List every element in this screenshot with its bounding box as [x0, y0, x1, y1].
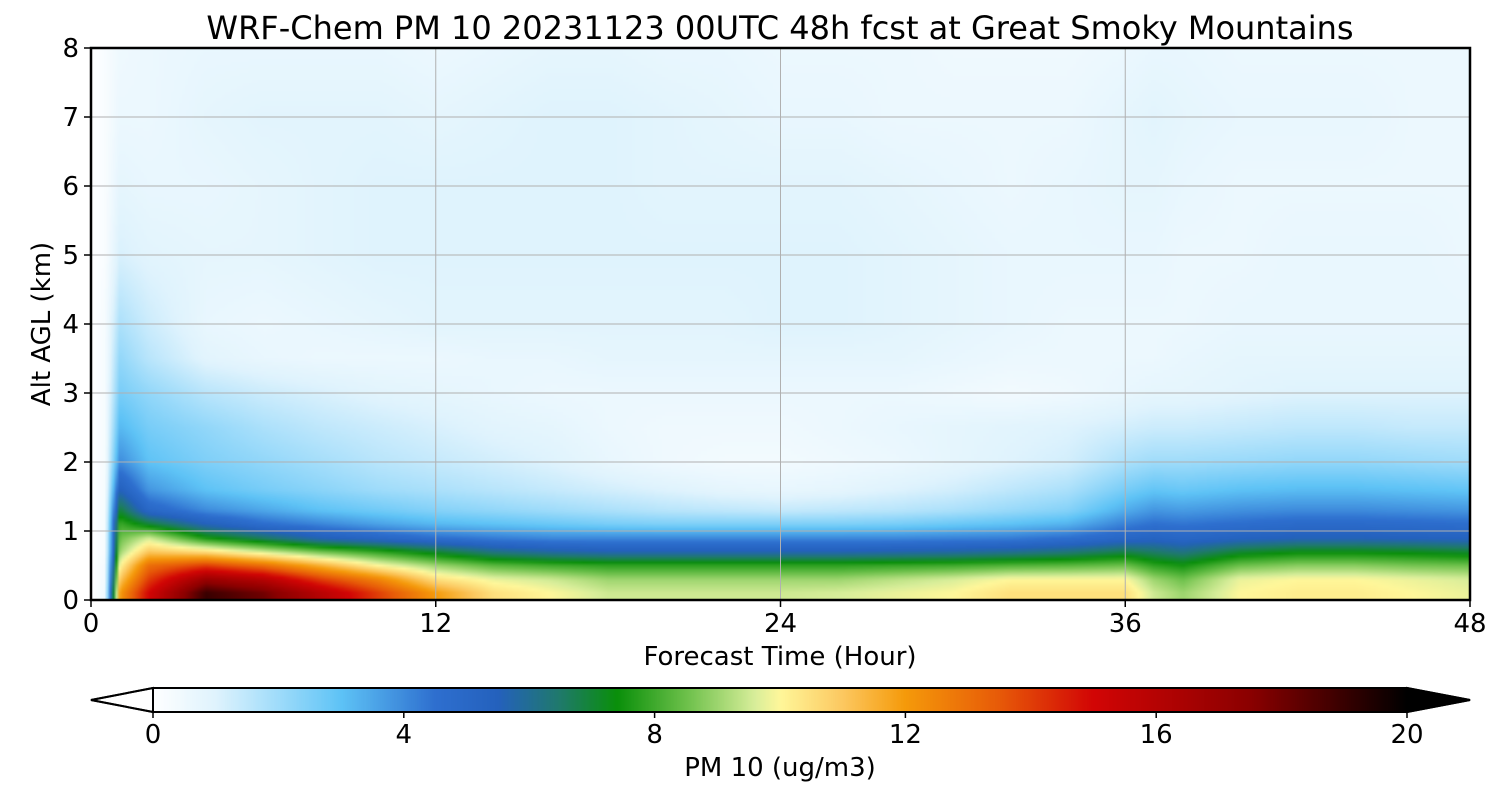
colorbar-tick-label: 20 — [1390, 720, 1423, 750]
x-axis-label: Forecast Time (Hour) — [643, 642, 916, 672]
colorbar-tick-label: 0 — [145, 720, 162, 750]
y-tick-label: 3 — [62, 379, 79, 409]
x-tick-label: 0 — [83, 609, 100, 639]
x-axis: 0 12 24 36 48 — [83, 600, 1487, 639]
colorbar-extend-max — [1406, 686, 1471, 714]
x-tick-label: 36 — [1109, 609, 1142, 639]
y-axis: 0 1 2 3 4 5 6 7 8 — [62, 34, 91, 616]
colorbar-tick-label: 12 — [889, 720, 922, 750]
colorbar-extend-min — [90, 686, 154, 714]
y-tick-label: 1 — [62, 517, 79, 547]
x-tick-label: 24 — [764, 609, 797, 639]
y-tick-label: 8 — [62, 34, 79, 64]
plot-area — [89, 46, 1472, 602]
x-tick-label: 12 — [419, 609, 452, 639]
colorbar-ticks: 0 4 8 12 16 20 — [145, 712, 1424, 750]
y-tick-label: 0 — [62, 586, 79, 616]
colorbar-label: PM 10 (ug/m3) — [684, 753, 876, 783]
y-tick-label: 4 — [62, 310, 79, 340]
colorbar-tick-label: 8 — [646, 720, 663, 750]
x-tick-label: 48 — [1453, 609, 1486, 639]
y-tick-label: 7 — [62, 103, 79, 133]
y-tick-label: 2 — [62, 448, 79, 478]
y-tick-label: 5 — [62, 241, 79, 271]
y-tick-label: 6 — [62, 172, 79, 202]
colorbar-tick-label: 16 — [1140, 720, 1173, 750]
chart-title: WRF-Chem PM 10 20231123 00UTC 48h fcst a… — [206, 9, 1353, 47]
y-axis-label: Alt AGL (km) — [27, 242, 57, 406]
colorbar: 0 4 8 12 16 20 PM 10 (ug/m3) — [90, 686, 1471, 783]
colorbar-tick-label: 4 — [396, 720, 413, 750]
colorbar-gradient — [153, 688, 1407, 712]
